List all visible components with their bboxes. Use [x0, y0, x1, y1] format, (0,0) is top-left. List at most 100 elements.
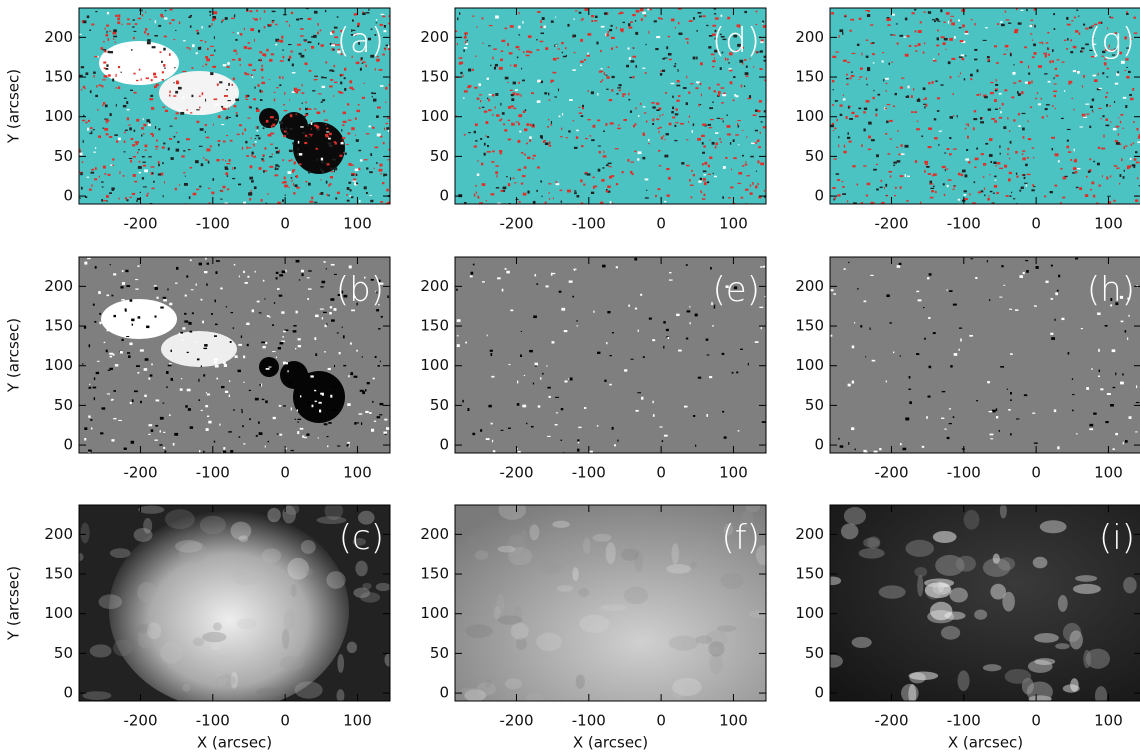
speckle — [717, 90, 721, 94]
speckle — [336, 44, 340, 46]
speckle — [105, 133, 109, 136]
speckle — [212, 123, 214, 126]
speckle — [495, 187, 500, 189]
speckle — [875, 113, 878, 117]
speckle — [577, 448, 580, 452]
speckle — [297, 140, 300, 144]
speckle — [140, 400, 142, 404]
speckle — [644, 72, 647, 75]
speckle — [350, 372, 354, 376]
speckle — [832, 130, 835, 132]
speckle — [999, 107, 1001, 109]
speckle — [297, 89, 301, 91]
speckle — [323, 261, 326, 263]
speckle — [123, 447, 127, 450]
speckle — [361, 96, 365, 99]
speckle — [476, 173, 480, 176]
speckle — [306, 8, 309, 10]
speckle — [343, 294, 348, 298]
panel-image — [455, 8, 766, 204]
speckle — [936, 37, 939, 41]
speckle — [228, 116, 231, 118]
speckle — [522, 175, 525, 178]
speckle — [637, 392, 642, 394]
speckle — [583, 183, 586, 186]
speckle — [518, 49, 521, 51]
speckle — [133, 72, 136, 75]
speckle — [887, 153, 891, 155]
speckle — [94, 167, 97, 170]
speckle — [957, 172, 961, 176]
speckle — [131, 399, 134, 403]
speckle — [144, 358, 149, 361]
speckle — [899, 175, 904, 178]
speckle — [326, 436, 329, 438]
speckle — [488, 98, 490, 102]
speckle — [127, 124, 131, 126]
speckle — [926, 416, 928, 419]
speckle — [357, 24, 360, 28]
speckle — [548, 92, 550, 96]
speckle — [627, 158, 630, 162]
speckle — [353, 178, 357, 181]
speckle — [639, 102, 642, 105]
speckle — [574, 192, 577, 195]
speckle — [688, 121, 690, 123]
speckle — [713, 306, 716, 309]
speckle — [729, 142, 732, 145]
speckle — [479, 100, 482, 103]
speckle — [972, 202, 976, 204]
speckle — [184, 320, 189, 323]
speckle — [1072, 45, 1077, 49]
y-tick-label: 100 — [795, 604, 824, 622]
speckle — [865, 356, 867, 358]
speckle — [887, 18, 891, 21]
speckle — [998, 116, 1003, 119]
speckle — [640, 18, 643, 21]
speckle — [703, 193, 706, 197]
speckle — [379, 282, 384, 285]
speckle — [723, 436, 727, 439]
speckle — [321, 280, 326, 284]
speckle — [1125, 105, 1128, 109]
speckle — [880, 179, 883, 183]
speckle — [532, 382, 535, 385]
speckle — [262, 345, 266, 349]
speckle — [307, 41, 312, 44]
blob — [80, 522, 90, 544]
speckle — [1024, 81, 1029, 84]
speckle — [987, 58, 990, 62]
speckle — [260, 58, 262, 62]
speckle — [213, 440, 216, 443]
speckle — [1066, 48, 1068, 50]
speckle — [584, 171, 588, 175]
speckle — [560, 200, 563, 203]
speckle — [911, 12, 915, 15]
blob — [305, 568, 313, 576]
speckle — [137, 166, 142, 169]
speckle — [915, 353, 920, 356]
speckle — [214, 49, 216, 52]
speckle — [1027, 138, 1032, 141]
speckle — [885, 82, 888, 84]
speckle — [278, 149, 281, 152]
speckle — [90, 127, 93, 130]
blob — [697, 538, 710, 550]
speckle — [1033, 43, 1036, 47]
speckle — [1079, 126, 1083, 128]
speckle — [207, 160, 210, 164]
speckle — [995, 79, 998, 82]
speckle — [109, 355, 113, 358]
speckle — [762, 20, 765, 23]
speckle — [285, 127, 288, 130]
speckle — [989, 91, 994, 95]
speckle — [1114, 48, 1117, 51]
speckle — [336, 332, 339, 334]
speckle — [100, 181, 104, 183]
speckle — [181, 155, 185, 158]
speckle — [126, 336, 130, 338]
speckle — [663, 434, 668, 437]
speckle — [273, 98, 276, 102]
y-tick-label: 150 — [44, 317, 73, 335]
speckle — [243, 270, 245, 274]
